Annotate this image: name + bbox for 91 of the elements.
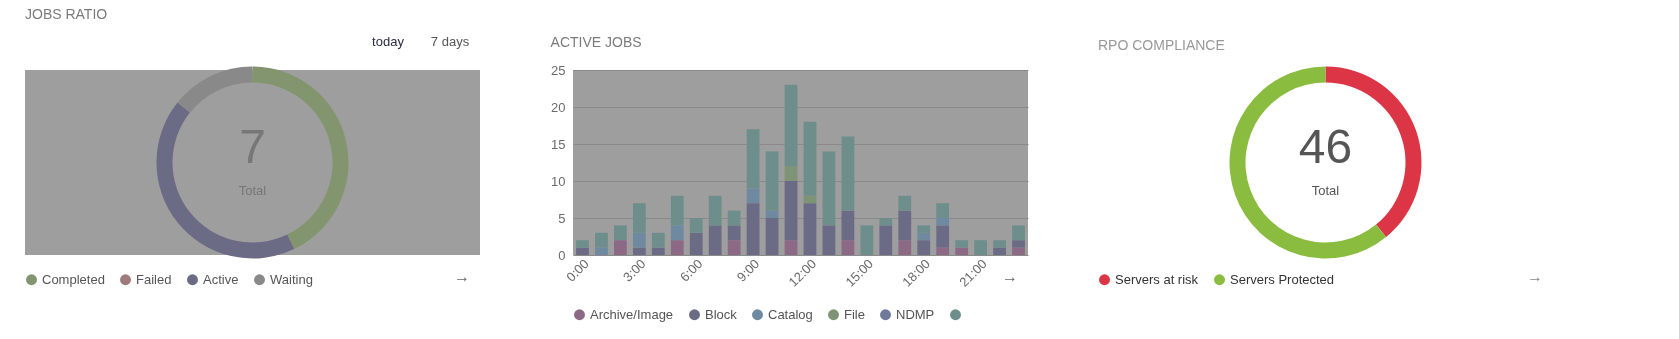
bar [765,151,779,211]
bar [614,240,627,255]
bar [784,181,798,241]
legend-label: Block [705,306,738,322]
chart-title: JOBS RATIO [25,6,108,22]
bar [1012,225,1025,241]
bar [898,210,912,241]
bar [841,240,855,255]
bar [917,225,931,233]
chart-title: ACTIVE JOBS [550,34,642,50]
y-tick-label: 5 [558,210,566,226]
bar [595,247,608,255]
text: → [1002,268,1018,285]
bar [614,225,627,241]
legend-label: Active [203,271,239,287]
bar [860,225,874,255]
bar [803,121,817,196]
text: 46 [1298,119,1353,173]
y-tick-label: 20 [551,99,566,115]
bar [917,240,931,255]
bar [1012,247,1025,255]
bar [974,240,987,255]
text: Total [1311,182,1340,198]
bar [651,232,665,248]
donut-slice [1229,66,1387,259]
bar [765,218,779,255]
bar [576,240,589,248]
bar [898,195,912,211]
bar [993,247,1006,255]
y-tick-label: 15 [551,136,566,152]
bar [803,203,817,255]
bar [746,188,760,204]
y-tick-label: 25 [551,62,566,78]
bar [822,151,836,226]
bar [670,195,684,226]
donut-slice [177,66,253,113]
bar [727,225,741,241]
bar [632,247,646,255]
bar [632,203,646,233]
legend-label: Servers Protected [1230,271,1335,287]
bar [632,232,646,248]
bar [784,240,798,255]
bar [651,247,665,255]
bar [936,247,950,255]
y-tick-label: 0 [558,247,566,263]
bar [879,225,893,255]
bar [595,232,608,248]
x-tick-label: 9:00 [733,256,763,285]
bar [936,225,950,248]
y-tick-label: 10 [551,173,566,189]
bar [784,84,798,167]
bar [784,166,798,181]
bar [670,225,684,241]
chart-title: RPO COMPLIANCE [1098,36,1225,53]
legend-label: File [844,306,865,322]
bar [993,240,1006,248]
bar [689,232,703,255]
bar [746,203,760,255]
bar [898,240,912,255]
legend-label: Archive/Image [590,306,674,322]
legend-label: Completed [42,271,105,287]
bar [727,210,741,226]
bar [576,247,589,255]
bar [955,247,969,255]
bar [955,240,969,248]
bar [670,240,684,255]
x-tick-label: 3:00 [620,256,649,285]
text: today [372,34,405,49]
text: 7 days [430,34,470,49]
legend-label: Failed [136,271,172,287]
bar [879,218,893,226]
bar [917,232,931,241]
bar [727,240,741,255]
legend-label: NDMP [896,306,935,322]
bar [841,136,855,211]
legend-label: Waiting [270,271,313,287]
bar [708,195,722,226]
bar [746,129,760,189]
legend-label: Catalog [768,306,813,322]
bar [936,218,950,226]
bar [1012,240,1025,248]
bar [936,203,950,218]
donut-slice [156,102,295,259]
bar [822,225,836,255]
bar [689,218,703,233]
text: → [454,268,470,285]
text: → [1527,268,1543,285]
bar [841,210,855,241]
legend-label: Servers at risk [1115,271,1199,287]
x-tick-label: 6:00 [676,256,706,285]
bar [708,225,722,255]
